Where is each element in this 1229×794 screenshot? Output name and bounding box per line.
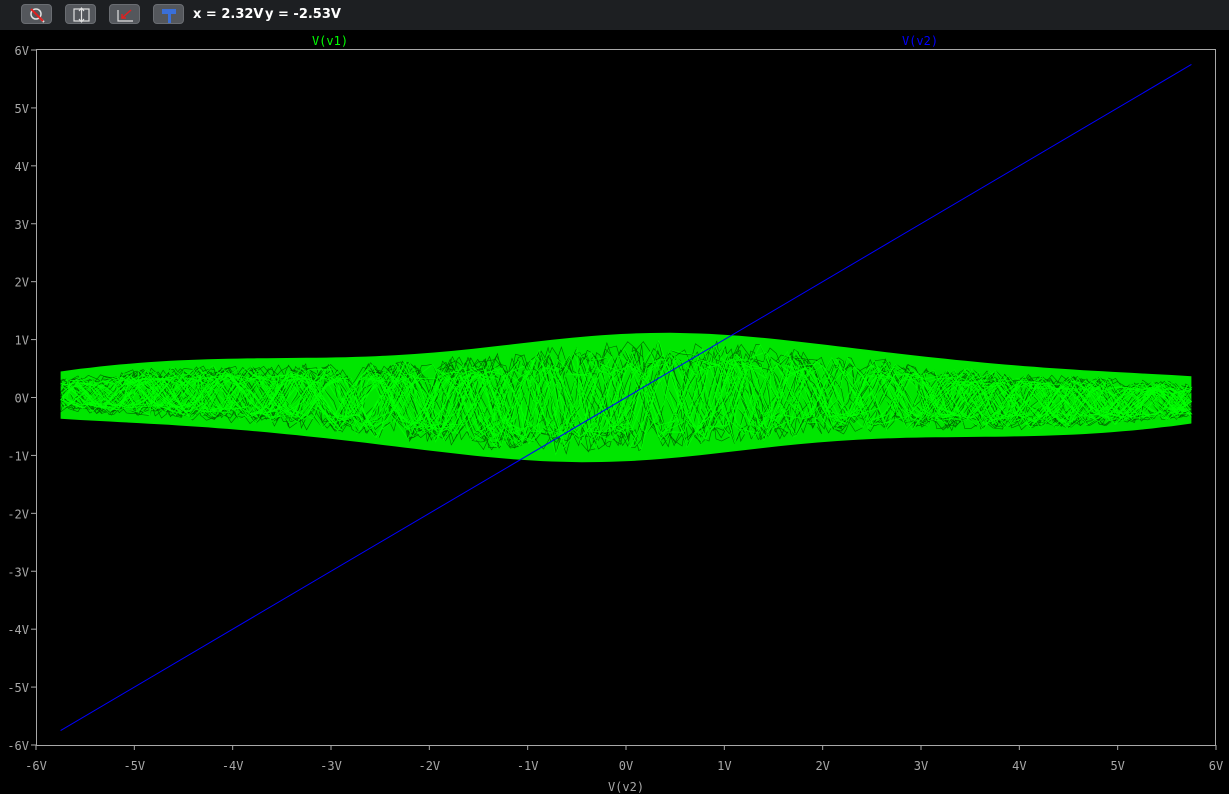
- y-tick-label: -2V: [7, 507, 29, 521]
- measure-button[interactable]: [153, 4, 184, 24]
- x-tick-label: -1V: [517, 759, 539, 773]
- y-tick-label: -3V: [7, 565, 29, 579]
- x-tick-label: 1V: [717, 759, 731, 773]
- x-tick-label: 4V: [1012, 759, 1026, 773]
- x-tick-label: 2V: [815, 759, 829, 773]
- y-tick-label: 0V: [15, 392, 29, 406]
- y-tick-label: 4V: [15, 160, 29, 174]
- y-tick-label: -1V: [7, 449, 29, 463]
- trace-label-v1[interactable]: V(v1): [312, 34, 348, 48]
- y-tick-label: -5V: [7, 681, 29, 695]
- x-tick-label: 3V: [914, 759, 928, 773]
- zoom-back-button[interactable]: [109, 4, 140, 24]
- trace-label-v2[interactable]: V(v2): [902, 34, 938, 48]
- x-tick-label: -4V: [222, 759, 244, 773]
- y-tick-label: 2V: [15, 276, 29, 290]
- y-tick-label: 6V: [15, 44, 29, 58]
- cursor-x-readout: x = 2.32V: [193, 7, 264, 22]
- cursor-y-readout: y = -2.53V: [265, 7, 341, 22]
- y-tick-label: -4V: [7, 623, 29, 637]
- autorange-icon: [73, 7, 90, 23]
- x-tick-label: -3V: [320, 759, 342, 773]
- y-tick-label: 3V: [15, 218, 29, 232]
- trace-v1: [59, 339, 1193, 456]
- zoom-cancel-icon: [30, 8, 45, 23]
- y-tick-label: 1V: [15, 334, 29, 348]
- x-axis-ticks: -6V -5V -4V -3V -2V -1V 0V 1V 2V 3V 4V 5V 6V: [25, 745, 1223, 773]
- traces: [59, 64, 1193, 731]
- trace-v2: [60, 64, 1192, 731]
- y-tick-label: 5V: [15, 102, 29, 116]
- y-tick-label: -6V: [7, 739, 29, 753]
- zoom-back-icon: [117, 9, 133, 22]
- plot-toolbar: x = 2.32V y = -2.53V: [0, 0, 1229, 31]
- x-tick-label: -5V: [123, 759, 145, 773]
- x-tick-label: 0V: [619, 759, 633, 773]
- x-tick-label: -6V: [25, 759, 47, 773]
- x-tick-label: 6V: [1209, 759, 1223, 773]
- x-tick-label: -2V: [418, 759, 440, 773]
- hammer-icon: [162, 9, 176, 23]
- autorange-button[interactable]: [65, 4, 96, 24]
- x-axis-label: V(v2): [608, 780, 644, 794]
- y-axis-ticks: 6V 5V 4V 3V 2V 1V 0V -1V -2V -3V -4V -5V -6V: [7, 44, 36, 753]
- x-tick-label: 5V: [1110, 759, 1124, 773]
- zoom-cancel-button[interactable]: [21, 4, 52, 24]
